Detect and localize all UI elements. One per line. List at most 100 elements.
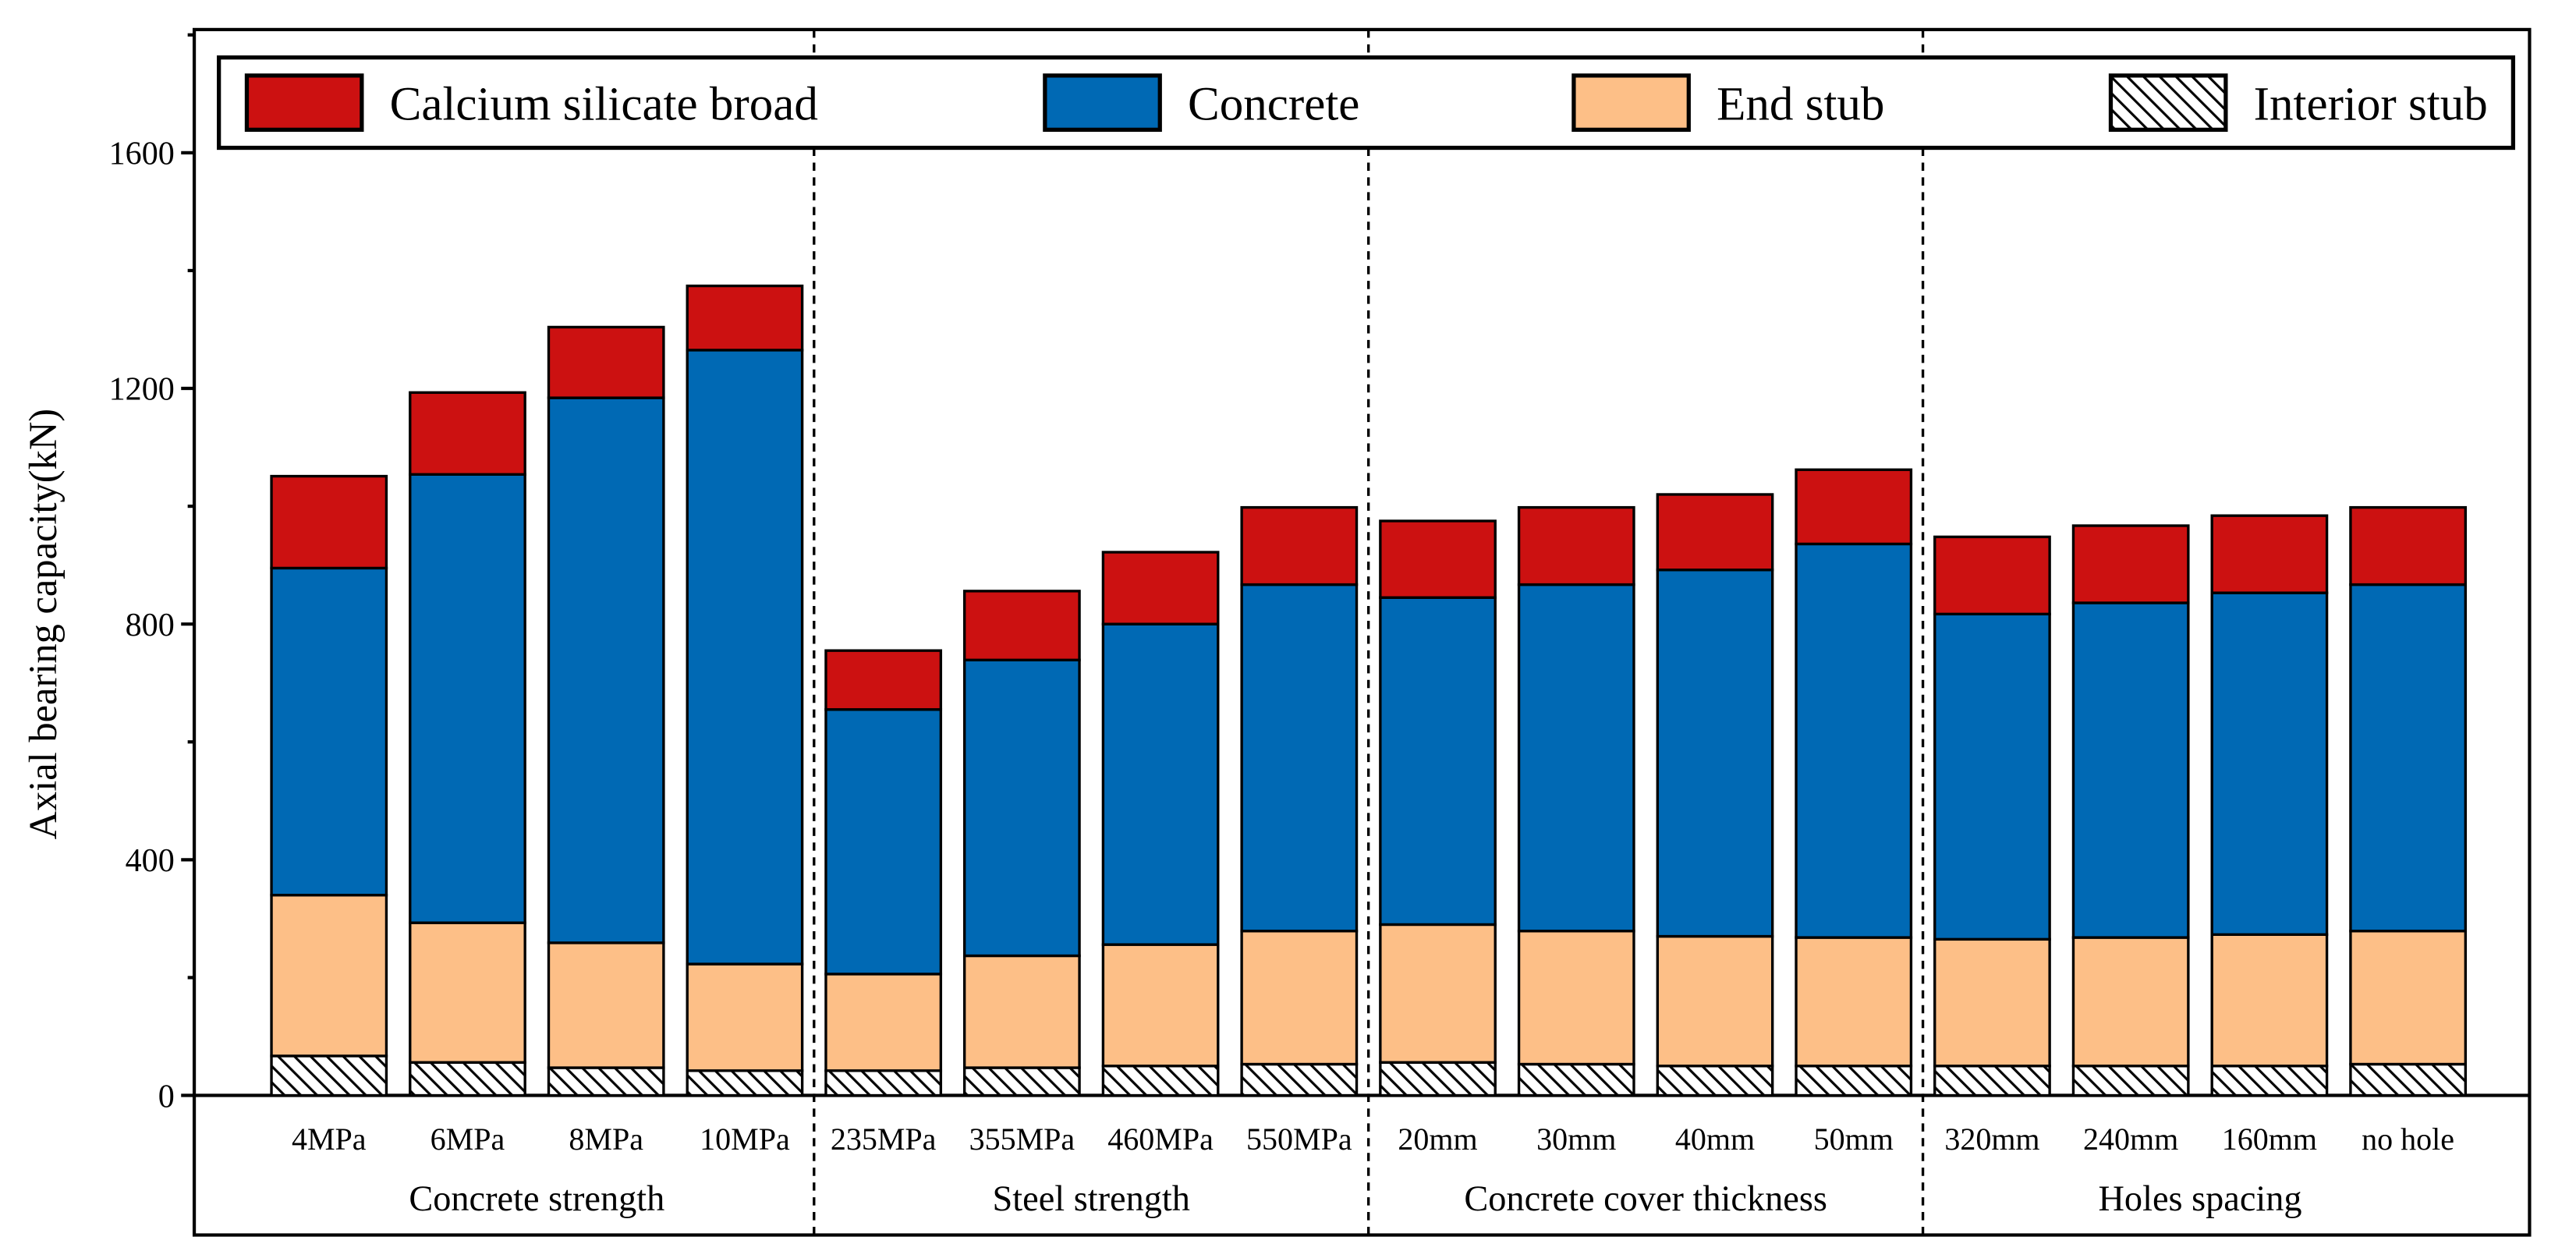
- bar-calcium-silicate-broad-7: [1240, 505, 1359, 586]
- bar-concrete-1: [409, 473, 526, 924]
- group-label: Holes spacing: [2098, 1179, 2301, 1219]
- bar-concrete-13: [2071, 601, 2190, 939]
- x-tick-label: 20mm: [1398, 1122, 1477, 1157]
- bar-concrete-5: [962, 658, 1081, 958]
- legend-label-interior-stub: Interior stub: [2254, 79, 2488, 131]
- x-tick-label: 320mm: [1944, 1122, 2039, 1157]
- bar-interior-stub-4: [824, 1069, 943, 1097]
- bar-concrete-7: [1240, 583, 1359, 933]
- x-tick-label: 550MPa: [1246, 1122, 1352, 1157]
- bars-layer: [270, 284, 2468, 1097]
- bar-interior-stub-11: [1795, 1065, 1913, 1097]
- x-tick-label: 240mm: [2083, 1122, 2178, 1157]
- x-tick-label: 40mm: [1675, 1122, 1755, 1157]
- x-tick-label: 355MPa: [969, 1122, 1075, 1157]
- x-tick-label: 30mm: [1536, 1122, 1616, 1157]
- y-tick-label: 1200: [109, 371, 175, 408]
- bar-concrete-4: [824, 708, 943, 976]
- bar-concrete-2: [547, 396, 665, 944]
- bar-interior-stub-14: [2210, 1065, 2329, 1097]
- x-tick-label: 6MPa: [431, 1122, 505, 1157]
- y-axis: 0 400 800 1200 1600: [109, 33, 195, 1114]
- legend: Calcium silicate broad Concrete End stub In…: [217, 55, 2516, 151]
- x-tick-label: 4MPa: [292, 1122, 367, 1157]
- x-tick-label: no hole: [2362, 1122, 2454, 1157]
- legend-label-concrete: Concrete: [1188, 79, 1359, 131]
- bar-end-stub-5: [962, 954, 1081, 1069]
- bar-concrete-8: [1379, 596, 1497, 927]
- bar-calcium-silicate-broad-1: [409, 391, 526, 476]
- x-tick-label: 160mm: [2222, 1122, 2317, 1157]
- y-tick-label: 1600: [109, 136, 175, 172]
- bar-interior-stub-2: [547, 1066, 665, 1097]
- bar-concrete-12: [1933, 612, 2051, 941]
- bar-end-stub-12: [1933, 937, 2051, 1068]
- bar-interior-stub-1: [409, 1061, 526, 1097]
- bar-end-stub-10: [1656, 934, 1774, 1068]
- bar-calcium-silicate-broad-6: [1101, 551, 1220, 625]
- bar-calcium-silicate-broad-10: [1656, 493, 1774, 572]
- bar-concrete-10: [1656, 568, 1774, 938]
- bar-interior-stub-15: [2349, 1062, 2468, 1097]
- y-tick-label: 400: [126, 842, 175, 879]
- bar-end-stub-2: [547, 941, 665, 1069]
- bar-concrete-11: [1795, 542, 1913, 939]
- bar-end-stub-13: [2071, 936, 2190, 1068]
- bar-end-stub-7: [1240, 930, 1359, 1066]
- bar-interior-stub-3: [686, 1069, 804, 1097]
- bar-concrete-3: [686, 349, 804, 966]
- bar-end-stub-4: [824, 973, 943, 1072]
- bar-interior-stub-0: [270, 1054, 388, 1097]
- y-tick-label: 800: [126, 607, 175, 643]
- bar-interior-stub-12: [1933, 1065, 2051, 1097]
- x-tick-label: 235MPa: [831, 1122, 937, 1157]
- bar-calcium-silicate-broad-2: [547, 325, 665, 399]
- bar-end-stub-14: [2210, 933, 2329, 1068]
- bar-concrete-6: [1101, 622, 1220, 946]
- x-tick-label: 10MPa: [700, 1122, 790, 1157]
- bar-end-stub-15: [2349, 930, 2468, 1066]
- bar-interior-stub-5: [962, 1066, 1081, 1097]
- y-tick-label: 0: [158, 1078, 175, 1114]
- x-tick-label: 460MPa: [1107, 1122, 1214, 1157]
- bar-calcium-silicate-broad-11: [1795, 468, 1913, 546]
- bar-calcium-silicate-broad-13: [2071, 524, 2190, 604]
- bar-end-stub-1: [409, 921, 526, 1064]
- bar-concrete-14: [2210, 591, 2329, 936]
- bar-calcium-silicate-broad-15: [2349, 505, 2468, 586]
- x-tick-label: 8MPa: [569, 1122, 643, 1157]
- bar-end-stub-0: [270, 893, 388, 1058]
- bar-concrete-0: [270, 566, 388, 897]
- bar-calcium-silicate-broad-0: [270, 474, 388, 570]
- bar-calcium-silicate-broad-8: [1379, 519, 1497, 599]
- group-label: Concrete strength: [409, 1179, 664, 1219]
- legend-label-calcium-silicate-broad: Calcium silicate broad: [390, 79, 818, 131]
- bar-calcium-silicate-broad-12: [1933, 535, 2051, 616]
- bar-end-stub-11: [1795, 936, 1913, 1068]
- plot-frame: [192, 27, 2532, 1237]
- bar-interior-stub-10: [1656, 1065, 1774, 1097]
- bar-calcium-silicate-broad-5: [962, 590, 1081, 661]
- bar-interior-stub-9: [1517, 1062, 1635, 1097]
- bar-end-stub-9: [1517, 930, 1635, 1066]
- bar-interior-stub-13: [2071, 1065, 2190, 1097]
- bar-interior-stub-8: [1379, 1061, 1497, 1097]
- bar-calcium-silicate-broad-14: [2210, 514, 2329, 594]
- legend-swatch-calcium-silicate-broad: [244, 73, 364, 132]
- legend-swatch-interior-stub: [2108, 73, 2228, 132]
- bar-end-stub-8: [1379, 923, 1497, 1064]
- legend-swatch-concrete: [1043, 73, 1162, 132]
- y-axis-title: Axial bearing capacity(kN): [21, 409, 65, 840]
- bar-concrete-15: [2349, 583, 2468, 933]
- legend-label-end-stub: End stub: [1717, 79, 1884, 131]
- bar-calcium-silicate-broad-4: [824, 649, 943, 711]
- group-labels: Concrete strength Steel strength Concrete …: [409, 1179, 2301, 1219]
- bar-interior-stub-6: [1101, 1065, 1220, 1097]
- x-tick-labels: 4MPa 6MPa 8MPa 10MPa 235MPa 355MPa 460MPa 550MP…: [292, 1122, 2454, 1157]
- bar-end-stub-3: [686, 962, 804, 1072]
- group-label: Steel strength: [993, 1179, 1190, 1219]
- group-label: Concrete cover thickness: [1464, 1179, 1827, 1219]
- bar-calcium-silicate-broad-9: [1517, 505, 1635, 586]
- bar-concrete-9: [1517, 583, 1635, 933]
- bar-end-stub-6: [1101, 943, 1220, 1068]
